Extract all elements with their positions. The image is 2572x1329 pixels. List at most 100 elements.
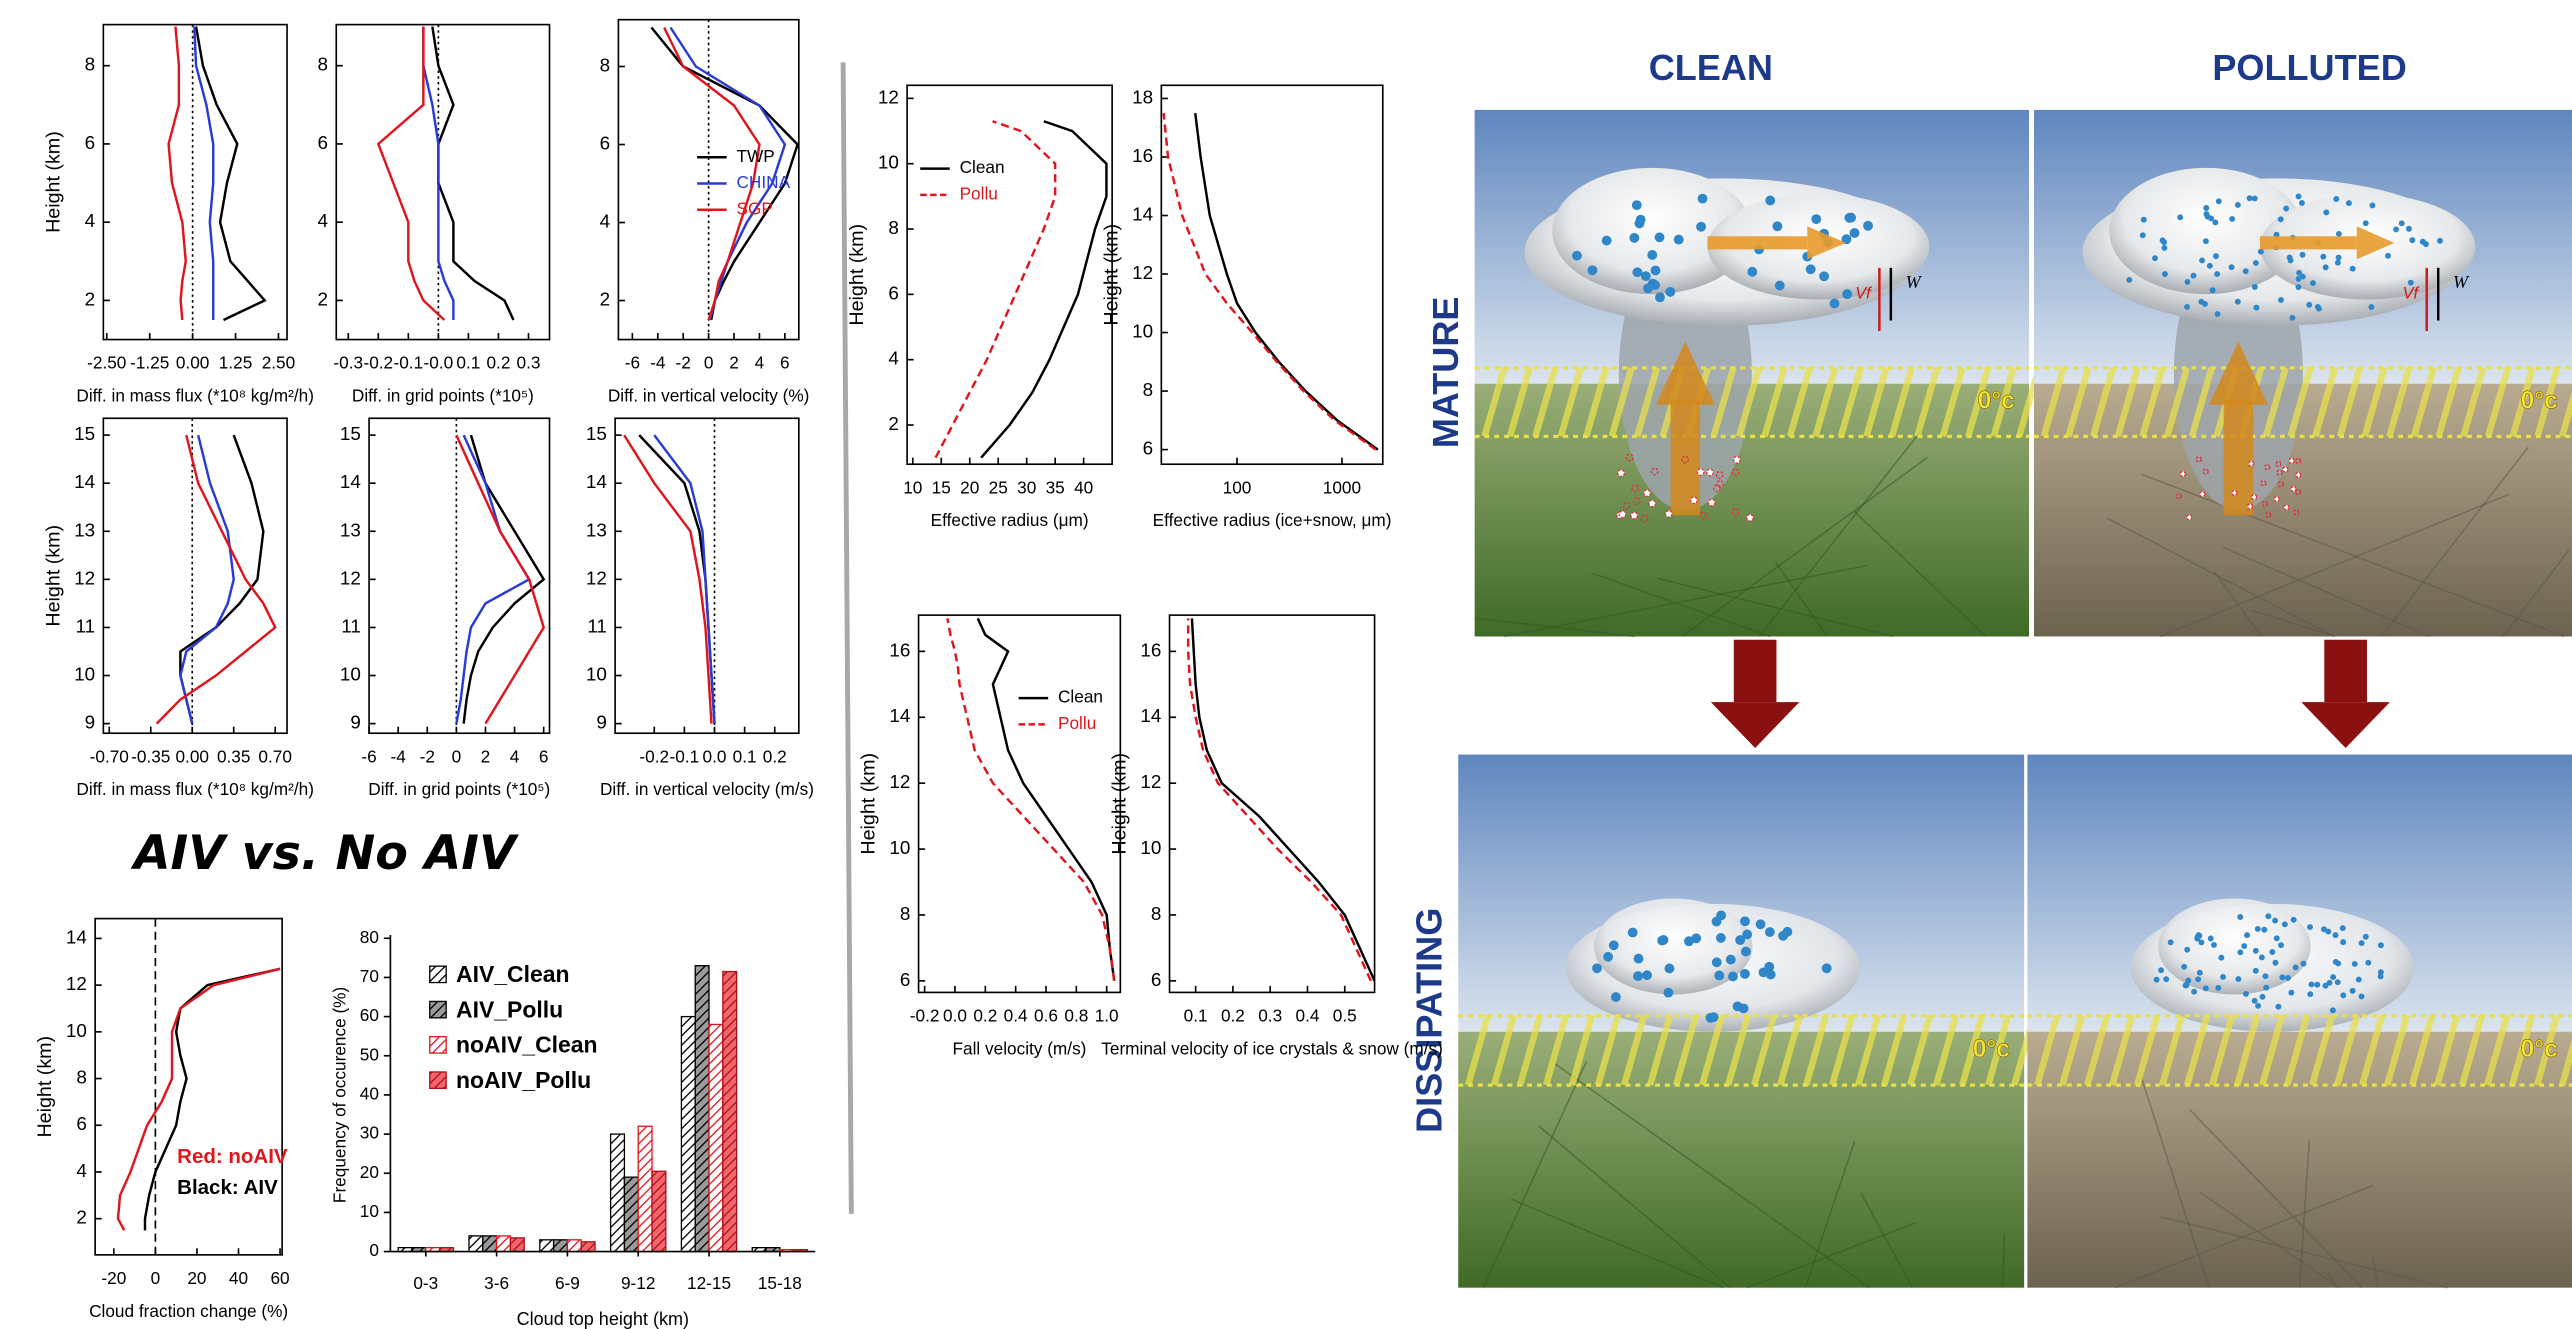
raindrop — [2289, 458, 2294, 463]
y-tick-label: 12 — [74, 567, 95, 588]
hydrometeor — [2350, 266, 2356, 272]
x-tick-label: 0.00 — [175, 746, 209, 766]
x-tick-label: -20 — [101, 1268, 126, 1288]
hydrometeor — [2340, 925, 2346, 931]
raindrop — [2180, 472, 2185, 477]
hydrometeor — [2359, 940, 2365, 946]
y-tick-label: 9 — [596, 712, 606, 733]
hydrometeor — [2185, 978, 2191, 984]
hydrometeor — [2278, 216, 2284, 222]
x-tick-label: 0.2 — [486, 353, 510, 373]
row-title: DISSIPATING — [1409, 908, 1450, 1133]
x-tick-label: 40 — [229, 1268, 248, 1288]
hydrometeor — [1822, 963, 1832, 973]
x-tick-label: -0.35 — [131, 746, 170, 766]
bar — [581, 1242, 595, 1252]
hydrometeor — [1772, 221, 1782, 231]
y-axis-label: Height (km) — [1109, 753, 1131, 855]
hydrometeor — [2275, 1004, 2281, 1010]
hydrometeor — [2210, 287, 2216, 293]
x-tick-label: -0.3 — [333, 353, 363, 373]
y-tick-label: 70 — [360, 966, 379, 986]
hydrometeor — [2335, 979, 2341, 985]
x-tick-label: -0.2 — [639, 746, 669, 766]
scene-panel: 0°cVfW — [2034, 110, 2572, 637]
y-axis-label: Height (km) — [42, 131, 64, 233]
hydrometeor — [2195, 976, 2201, 982]
hydrometeor — [1632, 200, 1642, 210]
x-tick-label: 6-9 — [555, 1273, 580, 1293]
hydrometeor — [2321, 926, 2327, 932]
legend-label: Clean — [1058, 687, 1103, 707]
hydrometeor — [2437, 238, 2443, 244]
hydrometeor — [2141, 217, 2147, 223]
x-tick-label: 1.25 — [219, 353, 253, 373]
x-tick-label: -2 — [420, 746, 435, 766]
hydrometeor — [2195, 934, 2201, 940]
x-tick-label: -4 — [650, 353, 666, 373]
hydrometeor — [1740, 916, 1750, 926]
legend-label: Clean — [960, 157, 1005, 177]
hydrometeor — [2385, 253, 2391, 259]
bar — [624, 1177, 638, 1251]
y-tick-label: 12 — [878, 86, 899, 107]
x-tick-label: 20 — [187, 1268, 206, 1288]
x-axis-label: Diff. in mass flux (*10⁸ kg/m²/h) — [76, 386, 314, 406]
hydrometeor — [1733, 1001, 1743, 1011]
hydrometeor — [1765, 927, 1775, 937]
hydrometeor — [2262, 973, 2268, 979]
hydrometeor — [2243, 268, 2249, 274]
y-axis-label: Height (km) — [1100, 224, 1122, 326]
hydrometeor — [2229, 264, 2235, 270]
y-tick-label: 11 — [341, 615, 361, 636]
y-tick-label: 16 — [889, 639, 910, 660]
raindrop — [2283, 467, 2288, 472]
hydrometeor — [1633, 971, 1643, 981]
y-axis-label: Height (km) — [42, 525, 64, 627]
hydrometeor — [2370, 202, 2376, 208]
bar — [709, 1024, 723, 1251]
x-tick-label: 3-6 — [484, 1273, 509, 1293]
y-tick-label: 12 — [889, 771, 910, 792]
hydrometeor — [2253, 968, 2259, 974]
y-tick-label: 6 — [85, 132, 95, 153]
outflow-arrow — [2260, 236, 2357, 249]
y-tick-label: 10 — [1140, 837, 1161, 858]
hydrometeor — [2181, 964, 2187, 970]
plot-frame — [907, 85, 1112, 464]
y-tick-label: 10 — [74, 664, 95, 685]
x-tick-label: 0.6 — [1034, 1006, 1058, 1026]
hydrometeor — [2336, 231, 2342, 237]
x-tick-label: -6 — [361, 746, 376, 766]
hydrometeor — [2253, 948, 2259, 954]
x-tick-label: 0.4 — [1004, 1006, 1028, 1026]
y-tick-label: 16 — [1132, 145, 1153, 166]
hydrometeor — [2237, 949, 2243, 955]
hydrometeor — [1696, 222, 1706, 232]
y-tick-label: 8 — [318, 54, 328, 75]
y-tick-label: 4 — [76, 1160, 86, 1181]
hydrometeor — [2307, 924, 2313, 930]
hydrometeor — [1830, 299, 1840, 309]
hydrometeor — [2406, 226, 2412, 232]
x-tick-label: 100 — [1223, 477, 1252, 497]
y-axis-label: Frequency of occurence (%) — [330, 987, 350, 1203]
hydrometeor — [2323, 264, 2329, 270]
x-tick-label: -0.0 — [424, 353, 454, 373]
hydrometeor — [1850, 228, 1860, 238]
hydrometeor — [1842, 289, 1852, 299]
hydrometeor — [1765, 196, 1775, 206]
hydrometeor — [2409, 237, 2415, 243]
hydrometeor — [2287, 255, 2293, 261]
hydrometeor — [1756, 919, 1766, 929]
legend-swatch — [430, 1001, 446, 1017]
y-tick-label: 20 — [360, 1162, 379, 1182]
updraft-symbol: W — [2453, 272, 2470, 292]
x-axis-label: Effective radius (ice+snow, μm) — [1153, 510, 1392, 530]
x-axis-label: Diff. in mass flux (*10⁸ kg/m²/h) — [76, 779, 314, 799]
y-tick-label: 10 — [586, 664, 607, 685]
hydrometeor — [1742, 930, 1752, 940]
y-tick-label: 2 — [76, 1207, 86, 1228]
hydrometeor — [2285, 975, 2291, 981]
x-tick-label: 0.0 — [703, 746, 727, 766]
